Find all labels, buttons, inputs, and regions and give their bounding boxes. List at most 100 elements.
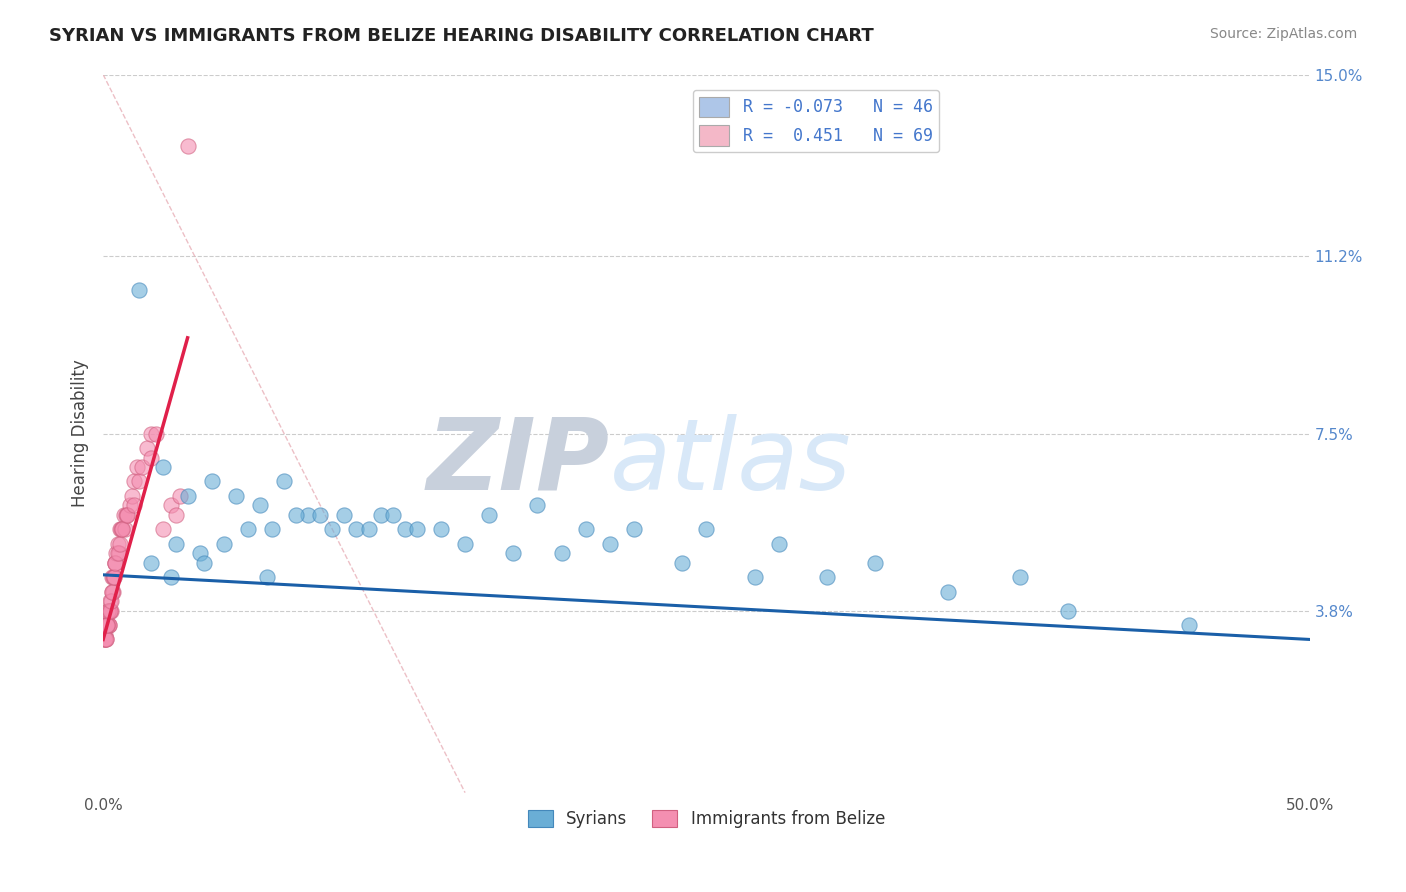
Point [201, 475, 224, 489]
Point [309, 508, 332, 522]
Point [107, 537, 129, 551]
Point [815, 570, 838, 584]
Point [285, 508, 308, 522]
Point [103, 570, 125, 584]
Point [193, 556, 215, 570]
Point [478, 508, 501, 522]
Point [141, 426, 163, 441]
Point [297, 508, 319, 522]
Point [333, 508, 356, 522]
Point [96, 618, 118, 632]
Point [623, 522, 645, 536]
Point [115, 508, 138, 522]
Point [103, 584, 125, 599]
Point [502, 546, 524, 560]
Point [94, 632, 117, 647]
Point [128, 283, 150, 297]
Point [100, 584, 122, 599]
Point [865, 556, 887, 570]
Point [96, 618, 118, 632]
Point [98, 604, 121, 618]
Point [346, 522, 368, 536]
Point [370, 508, 392, 522]
Point [256, 570, 278, 584]
Point [152, 522, 174, 536]
Point [169, 489, 191, 503]
Point [526, 499, 548, 513]
Point [225, 489, 247, 503]
Point [104, 556, 127, 570]
Point [236, 522, 259, 536]
Point [97, 618, 120, 632]
Point [321, 522, 343, 536]
Point [94, 632, 117, 647]
Point [104, 556, 127, 570]
Text: Source: ZipAtlas.com: Source: ZipAtlas.com [1209, 27, 1357, 41]
Point [768, 537, 790, 551]
Point [1057, 604, 1080, 618]
Point [152, 460, 174, 475]
Point [101, 570, 124, 584]
Point [103, 570, 125, 584]
Point [176, 139, 198, 153]
Point [936, 584, 959, 599]
Point [394, 522, 416, 536]
Text: atlas: atlas [610, 414, 852, 511]
Point [273, 475, 295, 489]
Point [124, 475, 146, 489]
Point [1010, 570, 1032, 584]
Legend: Syrians, Immigrants from Belize: Syrians, Immigrants from Belize [522, 803, 891, 835]
Point [249, 499, 271, 513]
Point [135, 441, 157, 455]
Point [108, 546, 131, 560]
Point [159, 570, 181, 584]
Point [111, 522, 134, 536]
Point [260, 522, 283, 536]
Text: SYRIAN VS IMMIGRANTS FROM BELIZE HEARING DISABILITY CORRELATION CHART: SYRIAN VS IMMIGRANTS FROM BELIZE HEARING… [49, 27, 875, 45]
Point [176, 489, 198, 503]
Point [105, 546, 128, 560]
Text: ZIP: ZIP [427, 414, 610, 511]
Point [96, 618, 118, 632]
Point [357, 522, 380, 536]
Point [145, 426, 167, 441]
Point [212, 537, 235, 551]
Point [114, 522, 136, 536]
Point [97, 604, 120, 618]
Point [1178, 618, 1201, 632]
Point [98, 618, 121, 632]
Point [97, 618, 120, 632]
Point [188, 546, 211, 560]
Point [97, 604, 120, 618]
Point [108, 522, 131, 536]
Point [671, 556, 693, 570]
Point [98, 604, 121, 618]
Point [96, 632, 118, 647]
Point [101, 570, 124, 584]
Point [97, 604, 120, 618]
Point [117, 508, 139, 522]
Point [165, 537, 187, 551]
Point [744, 570, 766, 584]
Point [550, 546, 572, 560]
Point [100, 594, 122, 608]
Point [454, 537, 477, 551]
Point [101, 584, 124, 599]
Point [93, 632, 115, 647]
Point [104, 556, 127, 570]
Point [118, 499, 141, 513]
Point [110, 522, 132, 536]
Point [96, 618, 118, 632]
Point [141, 450, 163, 465]
Point [98, 594, 121, 608]
Point [96, 618, 118, 632]
Point [94, 628, 117, 642]
Point [94, 618, 117, 632]
Point [97, 618, 120, 632]
Point [97, 618, 120, 632]
Point [100, 604, 122, 618]
Point [695, 522, 717, 536]
Point [108, 537, 131, 551]
Point [93, 632, 115, 647]
Point [430, 522, 453, 536]
